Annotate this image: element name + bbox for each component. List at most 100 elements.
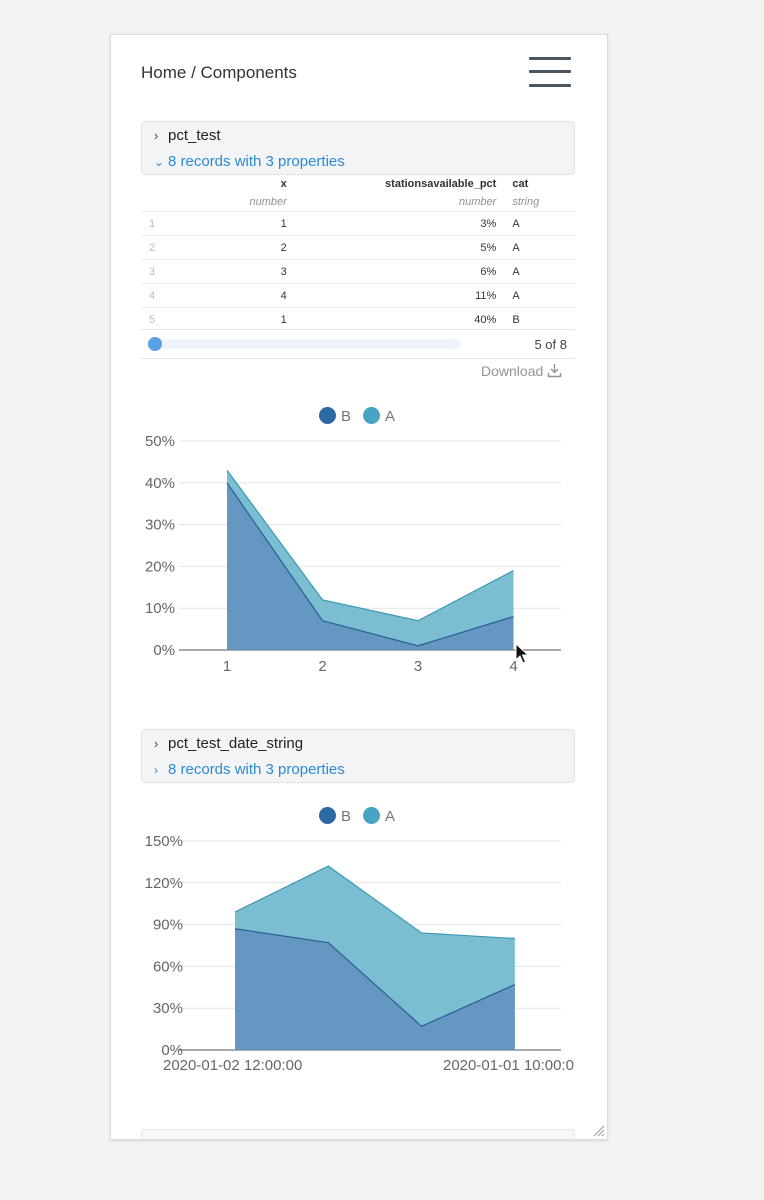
legend-dot-icon <box>319 807 336 824</box>
dataset-title[interactable]: › pct_test_date_string <box>154 735 303 752</box>
row-index: 5 <box>141 307 207 331</box>
cell-x: 3 <box>207 259 295 284</box>
y-tick-label: 30% <box>153 1000 183 1017</box>
x-tick-label: 2 <box>318 658 326 675</box>
cell-x: 2 <box>207 235 295 260</box>
legend-dot-icon <box>319 407 336 424</box>
y-tick-label: 0% <box>153 642 175 659</box>
mouse-cursor-icon <box>515 643 529 664</box>
legend-dot-icon <box>363 807 381 824</box>
cell-x: 1 <box>207 307 295 331</box>
breadcrumb[interactable]: Home / Components <box>141 63 297 82</box>
legend-item-b[interactable]: B <box>319 807 351 825</box>
area-chart-pct-test-date-string: 0% 30% 60% 90% 120% 150% 2020-01-02 12:00:00 20… <box>145 833 574 1074</box>
records-toggle[interactable]: ⌄ 8 records with 3 properties <box>154 153 345 170</box>
cell-cat: B <box>504 307 575 331</box>
y-tick-label: 90% <box>153 917 183 934</box>
app-window: Home / Components › pct_test ⌄ 8 records w… <box>110 34 608 1140</box>
cell-cat: A <box>504 259 575 284</box>
dataset-title[interactable]: › pct_test <box>154 127 221 144</box>
table-row: 1 1 3% A <box>141 211 575 236</box>
legend-dot-icon <box>363 407 381 424</box>
line-series-a <box>226 469 514 622</box>
legend-item-a[interactable]: A <box>363 807 395 825</box>
y-tick-label: 0% <box>161 1042 183 1059</box>
column-header[interactable]: cat <box>512 178 529 190</box>
row-index: 2 <box>141 235 207 260</box>
cell-cat: A <box>504 211 575 236</box>
y-tick-label: 120% <box>145 875 183 892</box>
x-tick-label: 2020-01-02 12:00:00 <box>163 1057 302 1074</box>
dataset-panel-pct-test: › pct_test ⌄ 8 records with 3 properties <box>141 121 575 175</box>
y-tick-label: 150% <box>145 833 183 850</box>
cell-pct: 5% <box>294 235 505 260</box>
cell-cat: A <box>504 235 575 260</box>
line-series-a <box>234 865 515 940</box>
scroll-track[interactable] <box>147 339 461 349</box>
cell-pct: 3% <box>294 211 505 236</box>
column-type: string <box>512 196 540 208</box>
y-tick-label: 20% <box>145 558 175 575</box>
data-table: x stationsavailable_pct cat number numbe… <box>141 175 575 331</box>
x-tick-label: 2020-01-01 10:00:0 <box>443 1057 574 1074</box>
column-type: number <box>459 196 497 208</box>
resize-handle-icon[interactable] <box>589 1121 605 1137</box>
legend-label: A <box>385 408 396 425</box>
cell-x: 4 <box>207 283 295 308</box>
table-row: 4 4 11% A <box>141 283 575 308</box>
records-summary: 8 records with 3 properties <box>168 153 345 170</box>
download-label: Download <box>481 363 544 379</box>
legend-label: B <box>341 408 352 425</box>
column-type: number <box>249 196 287 208</box>
chevron-right-icon: › <box>154 128 159 143</box>
download-button[interactable]: Download <box>481 363 562 379</box>
cell-pct: 11% <box>294 283 505 308</box>
legend-item-b[interactable]: B <box>319 407 351 425</box>
y-tick-label: 40% <box>145 475 175 492</box>
dataset-name: pct_test_date_string <box>168 735 304 752</box>
legend-label: A <box>385 808 396 825</box>
chevron-down-icon: ⌄ <box>154 155 165 169</box>
legend-label: B <box>341 808 352 825</box>
download-icon <box>548 364 562 378</box>
row-index: 3 <box>141 259 207 284</box>
area-series-b <box>235 928 515 1050</box>
x-tick-label: 1 <box>223 658 231 675</box>
menu-icon[interactable] <box>529 55 571 89</box>
row-index: 4 <box>141 283 207 308</box>
dataset-panel-next[interactable] <box>141 1129 575 1139</box>
dataset-name: pct_test <box>168 127 221 144</box>
cell-pct: 40% <box>294 307 505 331</box>
cell-pct: 6% <box>294 259 505 284</box>
column-header[interactable]: x <box>280 178 287 190</box>
area-chart-pct-test: 0% 10% 20% 30% 40% 50% 1 2 3 4 <box>145 433 561 675</box>
index-type <box>141 193 207 212</box>
x-tick-label: 4 <box>509 658 517 675</box>
scroll-thumb[interactable] <box>148 337 162 351</box>
area-series-a <box>235 866 515 1027</box>
y-tick-label: 60% <box>153 958 183 975</box>
page-count: 5 of 8 <box>534 337 567 352</box>
row-index: 1 <box>141 211 207 236</box>
legend-item-a[interactable]: A <box>363 407 395 425</box>
y-tick-label: 30% <box>145 517 175 534</box>
chevron-right-icon: › <box>154 736 159 751</box>
table-pager: 5 of 8 <box>141 329 575 359</box>
cell-cat: A <box>504 283 575 308</box>
y-tick-label: 50% <box>145 433 175 450</box>
index-header <box>141 175 207 193</box>
column-header[interactable]: stationsavailable_pct <box>385 178 497 190</box>
table-row: 5 1 40% B <box>141 307 575 331</box>
records-summary: 8 records with 3 properties <box>168 761 345 778</box>
table-row: 2 2 5% A <box>141 235 575 260</box>
y-tick-label: 10% <box>145 600 175 617</box>
cell-x: 1 <box>207 211 295 236</box>
area-series-b <box>227 482 514 650</box>
line-series-b <box>226 482 514 647</box>
chevron-right-icon: › <box>154 763 158 777</box>
table-row: 3 3 6% A <box>141 259 575 284</box>
x-tick-label: 3 <box>414 658 422 675</box>
records-toggle[interactable]: › 8 records with 3 properties <box>154 761 345 778</box>
